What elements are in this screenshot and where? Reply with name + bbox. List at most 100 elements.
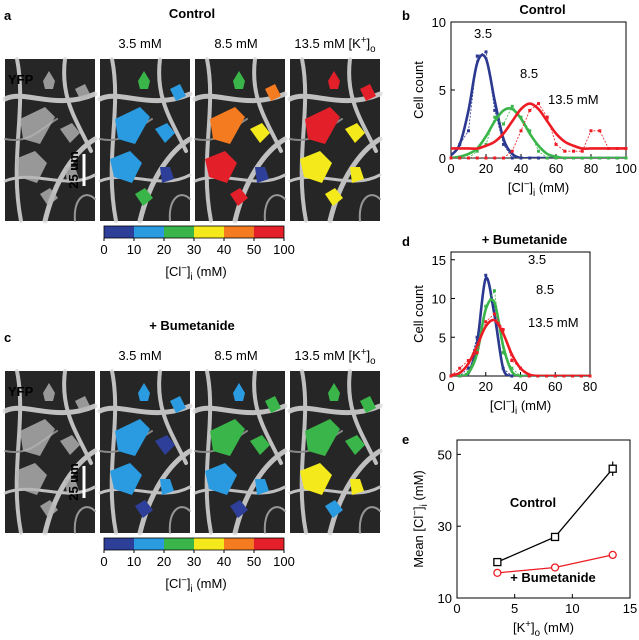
data-point <box>493 108 497 112</box>
colorbar-label-part: (mM) <box>193 264 227 279</box>
data-point <box>466 370 470 374</box>
colorbar-tick-label: 30 <box>187 554 201 569</box>
x-tick-label: 20 <box>479 161 493 176</box>
data-point <box>475 351 479 355</box>
colorbar-segment <box>104 538 134 550</box>
colorbar-label-part: [Cl <box>165 264 181 279</box>
colorbar-segment <box>224 226 254 238</box>
image-title-part: 8.5 mM <box>214 36 257 51</box>
colorbar-label-part: i <box>191 272 193 283</box>
data-point <box>537 102 540 106</box>
colorbar-label-part: (mM) <box>193 576 227 591</box>
data-point <box>528 129 532 133</box>
series-label: 3.5 <box>528 252 546 267</box>
fit-curve <box>451 102 626 150</box>
data-point <box>475 54 479 58</box>
data-point <box>615 146 619 150</box>
data-point <box>608 550 617 560</box>
colorbar-tick-label: 50 <box>247 554 261 569</box>
image-title-part: 3.5 mM <box>118 348 161 363</box>
y-tick-label: 0 <box>439 151 446 166</box>
x-tick-label: 80 <box>584 161 598 176</box>
data-point <box>449 374 453 378</box>
y-tick-label: 10 <box>432 15 446 30</box>
x-tick-label: 0 <box>447 379 454 394</box>
image-title-part: + <box>361 347 367 358</box>
data-point <box>510 149 514 153</box>
plot-frame <box>456 439 631 599</box>
x-tick-label: 5 <box>511 601 518 616</box>
data-point <box>598 156 602 160</box>
micrograph <box>195 59 285 221</box>
x-tick-label: 40 <box>513 379 527 394</box>
y-axis-label: Cell count <box>411 285 426 343</box>
data-point <box>624 146 628 150</box>
x-axis-label-part: ] <box>529 180 533 195</box>
panel-letter: c <box>4 330 11 345</box>
colorbar-segment <box>194 226 224 238</box>
scale-bar-label: 25 um <box>66 151 81 189</box>
x-axis-label-part: o <box>535 628 541 639</box>
x-tick-label: 60 <box>549 161 563 176</box>
colorbar-label-part: − <box>181 575 187 586</box>
data-point <box>484 156 488 160</box>
x-tick-label: 0 <box>453 601 460 616</box>
x-tick-label: 20 <box>479 379 493 394</box>
data-point <box>519 115 523 119</box>
x-axis-label-part: [K <box>513 620 526 635</box>
series-label: Control <box>510 495 556 510</box>
colorbar-segment <box>104 226 134 238</box>
data-point <box>501 328 505 331</box>
data-point <box>484 273 488 277</box>
data-point <box>554 142 558 146</box>
data-point <box>589 129 593 133</box>
y-axis-label-part: ] <box>411 506 426 510</box>
colorbar-segment <box>164 538 194 550</box>
colorbar-segment <box>164 226 194 238</box>
micrograph <box>290 59 380 221</box>
data-point <box>510 366 514 370</box>
y-tick-label: 30 <box>438 519 452 534</box>
data-point <box>563 156 567 160</box>
data-point <box>493 568 502 578</box>
data-point <box>580 149 584 153</box>
x-tick-label: 60 <box>548 379 562 394</box>
x-tick-label: 15 <box>623 601 637 616</box>
data-point <box>562 374 566 378</box>
image-title: 8.5 mM <box>214 348 257 363</box>
data-point <box>458 374 462 378</box>
x-axis-label-part: (mM) <box>535 180 569 195</box>
data-point <box>484 50 488 54</box>
panel-letter: e <box>402 432 409 447</box>
data-point <box>550 532 560 542</box>
x-axis-label-part: ] <box>531 620 535 635</box>
micrograph <box>195 371 285 533</box>
y-axis-label-part: Mean [Cl <box>411 516 426 568</box>
image-title: 13.5 mM [K+]o <box>294 347 376 367</box>
micrograph <box>100 371 190 533</box>
colorbar-label-part: ] <box>187 264 191 279</box>
image-title-part: 13.5 mM [K <box>294 348 361 363</box>
fit-curve <box>451 107 626 158</box>
y-axis-label-part: Cell count <box>411 61 426 119</box>
stain-label: YFP <box>8 72 34 87</box>
y-tick-label: 5 <box>439 83 446 98</box>
image-title: 3.5 mM <box>118 348 161 363</box>
panel-title: + Bumetanide <box>149 318 235 333</box>
data-point <box>510 156 514 160</box>
colorbar-tick-label: 20 <box>157 554 171 569</box>
data-point <box>449 156 453 160</box>
data-point <box>528 156 532 160</box>
x-axis-label-part: − <box>506 397 512 408</box>
data-point <box>563 149 567 153</box>
data-point <box>607 146 610 150</box>
y-tick-label: 50 <box>438 447 452 462</box>
series-label: 8.5 <box>520 66 538 81</box>
data-point <box>536 374 540 378</box>
panel-letter: a <box>4 8 12 23</box>
y-axis-label-part: (mM) <box>411 470 426 504</box>
image-title-part: ] <box>367 348 371 363</box>
data-point <box>545 115 549 119</box>
colorbar-segment <box>254 538 284 550</box>
colorbar-tick-label: 30 <box>187 242 201 257</box>
